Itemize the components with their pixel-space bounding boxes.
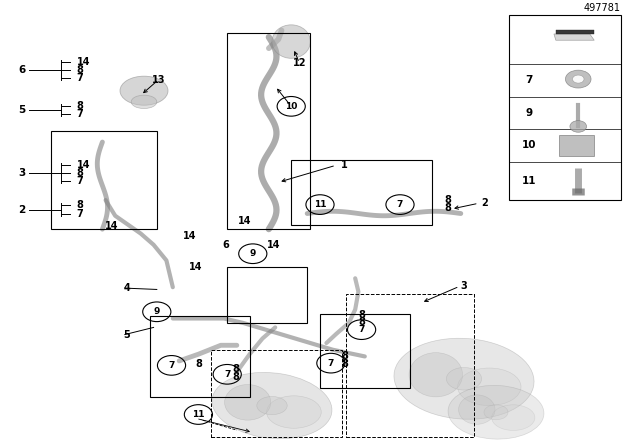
- Bar: [559, 135, 595, 156]
- Text: 6: 6: [222, 240, 228, 250]
- Bar: [320, 314, 410, 388]
- Text: 8: 8: [195, 359, 202, 369]
- Bar: [211, 350, 342, 437]
- Text: 7: 7: [168, 361, 175, 370]
- Text: 14: 14: [267, 240, 281, 250]
- Ellipse shape: [131, 95, 157, 108]
- Text: 14: 14: [77, 160, 90, 170]
- Text: 1: 1: [341, 160, 348, 170]
- Text: 2: 2: [19, 204, 26, 215]
- Text: 7: 7: [397, 200, 403, 209]
- Text: 7: 7: [328, 359, 334, 368]
- Text: 8: 8: [445, 195, 451, 205]
- Text: 8: 8: [341, 359, 348, 369]
- Text: 8: 8: [358, 310, 365, 320]
- Text: 14: 14: [237, 216, 252, 226]
- Text: 8: 8: [77, 101, 84, 111]
- Bar: [227, 33, 310, 229]
- Text: 4: 4: [124, 283, 130, 293]
- Ellipse shape: [448, 385, 544, 439]
- Text: 5: 5: [124, 330, 130, 340]
- Text: 8: 8: [232, 363, 239, 374]
- Text: 8: 8: [232, 371, 239, 382]
- Text: 8: 8: [341, 351, 348, 362]
- Text: 10: 10: [285, 102, 298, 111]
- Ellipse shape: [458, 368, 521, 405]
- Text: 3: 3: [461, 281, 467, 291]
- Ellipse shape: [409, 353, 463, 397]
- Polygon shape: [554, 34, 595, 40]
- Ellipse shape: [120, 76, 168, 105]
- Text: 7: 7: [525, 75, 532, 86]
- Text: 8: 8: [77, 65, 84, 75]
- Ellipse shape: [458, 395, 495, 424]
- Bar: [509, 15, 621, 200]
- Circle shape: [573, 75, 584, 83]
- Text: 10: 10: [522, 140, 536, 150]
- Bar: [227, 267, 307, 323]
- Circle shape: [566, 70, 591, 88]
- Ellipse shape: [266, 396, 321, 428]
- Text: 7: 7: [77, 176, 84, 186]
- Text: 14: 14: [77, 57, 90, 67]
- Text: 7: 7: [77, 109, 84, 119]
- Bar: [346, 294, 474, 437]
- Text: 14: 14: [182, 231, 196, 241]
- Text: 9: 9: [154, 307, 160, 316]
- Text: 7: 7: [77, 73, 84, 83]
- Ellipse shape: [484, 405, 508, 420]
- Text: 9: 9: [525, 108, 532, 118]
- Bar: [51, 131, 157, 229]
- Ellipse shape: [492, 405, 535, 431]
- Text: 7: 7: [77, 208, 84, 219]
- Text: 5: 5: [19, 105, 26, 115]
- Ellipse shape: [257, 396, 287, 415]
- Text: 11: 11: [522, 176, 536, 186]
- Text: 8: 8: [358, 317, 365, 327]
- Ellipse shape: [212, 372, 332, 439]
- Circle shape: [570, 121, 587, 132]
- Text: 11: 11: [314, 200, 326, 209]
- Text: 497781: 497781: [584, 3, 621, 13]
- Bar: [291, 160, 432, 225]
- Ellipse shape: [272, 25, 310, 58]
- Text: 7: 7: [358, 325, 365, 334]
- Text: 14: 14: [105, 220, 119, 231]
- Text: 14: 14: [188, 262, 202, 272]
- Ellipse shape: [394, 338, 534, 419]
- Text: 8: 8: [77, 201, 84, 211]
- Text: 8: 8: [445, 202, 451, 213]
- Text: 9: 9: [250, 249, 256, 258]
- Bar: [150, 316, 250, 396]
- Polygon shape: [556, 30, 595, 34]
- Text: 8: 8: [77, 168, 84, 178]
- Ellipse shape: [447, 367, 482, 390]
- Text: 13: 13: [152, 74, 166, 85]
- Text: 6: 6: [19, 65, 26, 75]
- Text: 12: 12: [292, 58, 307, 68]
- Ellipse shape: [225, 384, 271, 420]
- Text: 2: 2: [482, 198, 488, 208]
- Text: 7: 7: [224, 370, 230, 379]
- Text: 3: 3: [19, 168, 26, 178]
- Text: 11: 11: [192, 410, 205, 419]
